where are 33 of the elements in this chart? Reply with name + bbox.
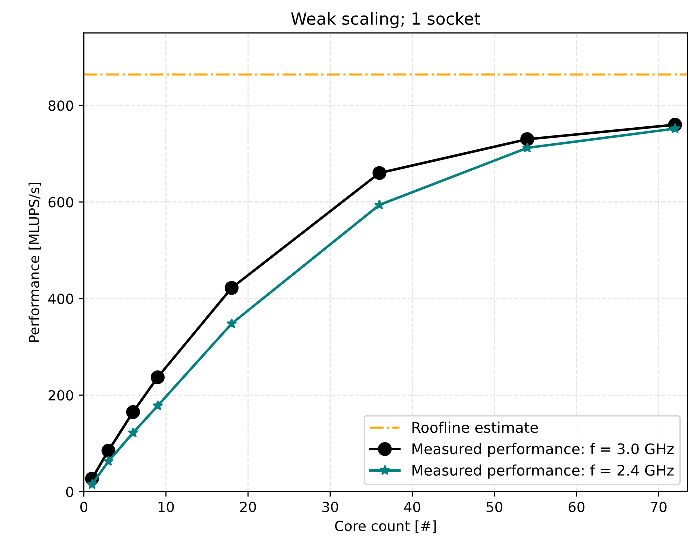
x-axis-title: Core count [#] — [335, 520, 436, 534]
y-tick-label: 400 — [48, 294, 74, 304]
point — [126, 405, 140, 420]
x-tick-label: 0 — [80, 502, 88, 512]
y-tick-label: 800 — [48, 100, 74, 112]
x-tick-label: 50 — [486, 502, 503, 512]
point — [103, 456, 114, 466]
x-tick-label: 40 — [404, 502, 420, 512]
point — [128, 427, 139, 438]
point — [226, 318, 238, 329]
y-tick-label: 200 — [48, 390, 74, 401]
point — [102, 444, 116, 458]
legend-label: Measured performance: f = 3.0 GHz — [412, 443, 674, 458]
point — [224, 281, 239, 296]
x-tick-label: 30 — [322, 502, 338, 512]
y-axis-title: Performance [MLUPS/s] — [28, 183, 42, 342]
y-tick-label: 600 — [48, 197, 74, 208]
x-tick-label: 10 — [158, 502, 174, 512]
y-tick-label: 0 — [66, 486, 74, 498]
x-tick-label: 70 — [651, 502, 667, 512]
x-tick-label: 60 — [568, 502, 585, 512]
legend-label: Measured performance: f = 2.4 GHz — [412, 464, 674, 479]
point — [374, 200, 385, 210]
point — [522, 142, 533, 153]
point — [670, 123, 681, 134]
legend-label: Roofline estimate — [412, 422, 538, 434]
point — [372, 166, 387, 180]
chart-title: Weak scaling; 1 socket — [291, 12, 480, 28]
point — [152, 400, 164, 411]
x-tick-label: 20 — [240, 502, 256, 512]
point — [151, 370, 165, 384]
point — [86, 479, 98, 490]
point — [520, 132, 534, 146]
